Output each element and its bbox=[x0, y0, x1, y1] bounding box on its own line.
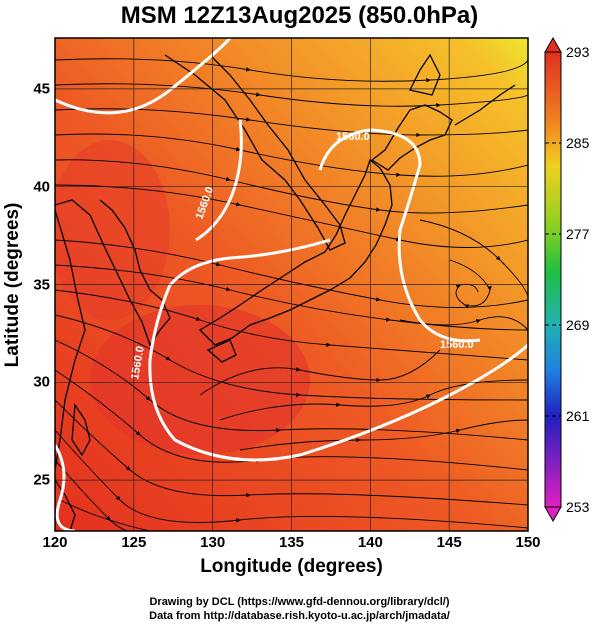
y-axis-label: Latitude (degrees) bbox=[2, 202, 23, 368]
colorbar-bar bbox=[544, 51, 562, 508]
colorbar-tick-label: 285 bbox=[566, 135, 590, 151]
y-tick-label: 25 bbox=[33, 471, 50, 489]
x-tick-label: 130 bbox=[200, 534, 226, 551]
credit-drawing: Drawing by DCL (https://www.gfd-dennou.o… bbox=[149, 596, 450, 608]
map-title: MSM 12Z13Aug2025 (850.0hPa) bbox=[120, 2, 479, 29]
colorbar-tick-label: 277 bbox=[566, 226, 590, 242]
colorbar-tick-label: 269 bbox=[566, 317, 590, 333]
y-tick-label: 40 bbox=[33, 178, 50, 196]
colorbar-bottom-arrow bbox=[544, 506, 562, 523]
x-tick-label: 150 bbox=[515, 534, 541, 551]
x-axis-label: Longitude (degrees) bbox=[200, 556, 383, 577]
x-tick-label: 140 bbox=[357, 534, 383, 551]
contour-southwest bbox=[55, 444, 76, 531]
contour-northeast bbox=[318, 128, 481, 343]
colorbar bbox=[544, 36, 562, 523]
warm-patch-west bbox=[55, 140, 170, 320]
x-tick-label: 145 bbox=[436, 534, 462, 551]
x-tick-label: 135 bbox=[278, 534, 305, 551]
colorbar-top-arrow bbox=[544, 36, 562, 53]
contour-northwest bbox=[55, 38, 232, 115]
colorbar-tick-label: 293 bbox=[566, 44, 590, 60]
y-tick-label: 45 bbox=[33, 80, 50, 98]
colorbar-tick-label: 253 bbox=[566, 499, 590, 515]
colorbar-tick-label: 261 bbox=[566, 408, 590, 424]
contour-label: 1560.0 bbox=[336, 131, 370, 143]
contour-west bbox=[148, 238, 528, 462]
y-tick-label: 35 bbox=[33, 276, 50, 293]
x-tick-label: 120 bbox=[42, 534, 68, 551]
plot-frame bbox=[54, 37, 529, 532]
contour-central bbox=[195, 119, 243, 242]
warm-core-south bbox=[90, 305, 310, 455]
height-contours bbox=[55, 38, 528, 531]
y-tick-label: 30 bbox=[33, 373, 50, 391]
x-tick-label: 125 bbox=[121, 534, 147, 551]
credit-data: Data from http://database.rish.kyoto-u.a… bbox=[149, 610, 450, 622]
contour-label: 1560.0 bbox=[440, 339, 474, 351]
